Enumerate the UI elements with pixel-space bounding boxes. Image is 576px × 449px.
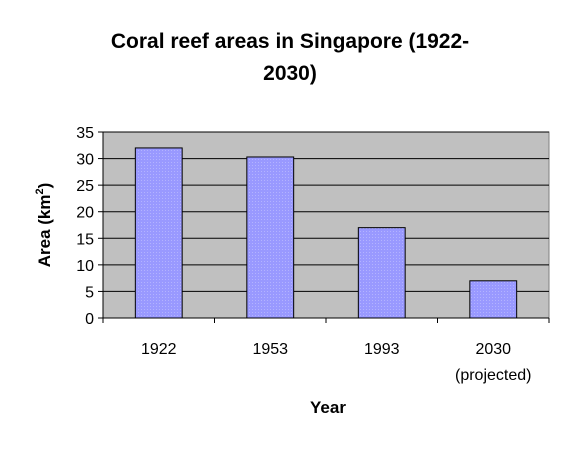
y-tick-label: 10 [76, 258, 94, 275]
y-tick-label: 5 [85, 284, 94, 301]
x-tick-label: 1922 [141, 341, 177, 358]
bars [134, 147, 518, 319]
bar-1953 [246, 156, 295, 319]
y-tick-label: 20 [76, 205, 94, 222]
y-axis-title-close: ) [35, 183, 54, 189]
x-axis-title: Year [310, 398, 346, 417]
bar-1993 [357, 227, 406, 319]
y-tick-label: 35 [76, 125, 94, 142]
chart-title-line-2: 2030) [263, 62, 317, 85]
y-axis-title-main: Area (km [35, 195, 54, 268]
x-tick-label: 1993 [364, 341, 400, 358]
y-tick-label: 25 [76, 178, 94, 195]
x-tick-label: 2030 [475, 341, 511, 358]
x-tick-sublabel: (projected) [455, 367, 531, 384]
chart-title-line-1: Coral reef areas in Singapore (1922- [111, 30, 469, 53]
y-tick-label: 30 [76, 152, 94, 169]
y-tick-label: 0 [85, 311, 94, 328]
bar-2030 [469, 280, 518, 319]
x-tick-label: 1953 [252, 341, 288, 358]
y-tick-label: 15 [76, 231, 94, 248]
bar-1922 [134, 147, 183, 319]
y-axis-title-superscript: 2 [34, 188, 46, 194]
x-axis-ticks: 1922 1953 1993 2030 (projected) [102, 318, 550, 384]
y-axis-title: Area (km2) [34, 183, 54, 268]
y-axis-ticks: 0 5 10 15 20 25 30 35 [76, 125, 103, 328]
